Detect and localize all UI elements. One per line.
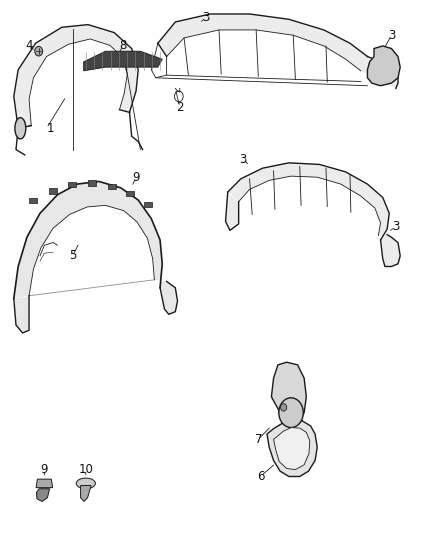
Bar bbox=[144, 201, 152, 207]
Bar bbox=[108, 183, 116, 189]
Text: 5: 5 bbox=[69, 249, 76, 262]
Bar bbox=[88, 180, 96, 185]
Polygon shape bbox=[36, 489, 49, 502]
Polygon shape bbox=[274, 427, 310, 470]
Text: 3: 3 bbox=[239, 152, 247, 166]
Text: 2: 2 bbox=[176, 101, 184, 114]
Polygon shape bbox=[14, 181, 177, 333]
Text: 1: 1 bbox=[46, 122, 54, 135]
Circle shape bbox=[279, 398, 303, 427]
Circle shape bbox=[281, 403, 287, 411]
Polygon shape bbox=[36, 479, 53, 488]
Text: 9: 9 bbox=[41, 463, 48, 476]
Text: 10: 10 bbox=[78, 463, 93, 476]
Polygon shape bbox=[84, 51, 162, 71]
Text: 3: 3 bbox=[388, 29, 395, 42]
Text: 6: 6 bbox=[257, 470, 264, 483]
Text: 8: 8 bbox=[119, 39, 127, 52]
Text: 3: 3 bbox=[202, 11, 210, 24]
Ellipse shape bbox=[76, 478, 95, 489]
Bar bbox=[68, 182, 76, 187]
Ellipse shape bbox=[15, 118, 26, 139]
Text: 7: 7 bbox=[254, 433, 262, 446]
Bar bbox=[127, 191, 134, 196]
Polygon shape bbox=[226, 163, 400, 266]
Bar bbox=[49, 188, 57, 193]
Polygon shape bbox=[267, 421, 317, 477]
Polygon shape bbox=[272, 362, 306, 423]
Text: 9: 9 bbox=[132, 171, 140, 184]
Polygon shape bbox=[367, 46, 400, 86]
Circle shape bbox=[35, 46, 42, 56]
Polygon shape bbox=[81, 486, 91, 502]
Bar bbox=[29, 198, 37, 203]
Text: 4: 4 bbox=[25, 39, 33, 52]
Text: 3: 3 bbox=[392, 220, 399, 233]
Polygon shape bbox=[14, 25, 138, 128]
Polygon shape bbox=[158, 14, 398, 88]
